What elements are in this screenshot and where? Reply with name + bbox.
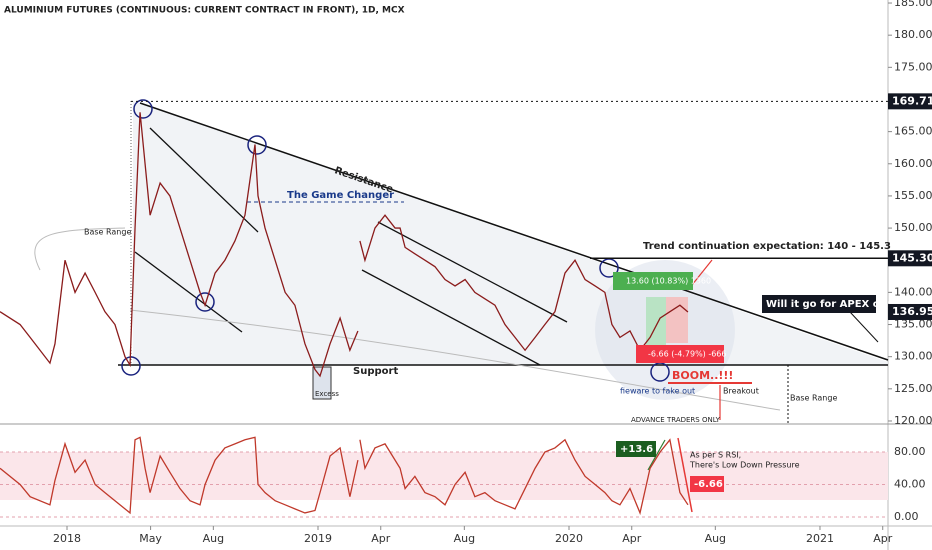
base-range-arrow — [34, 227, 126, 271]
pivot-circle — [133, 99, 153, 119]
annotation: ADVANCE TRADERS ONLY — [631, 416, 721, 424]
loss-label-box — [636, 345, 724, 363]
pivot-circle — [121, 356, 141, 376]
base-range-arrow — [129, 309, 781, 411]
channel-line — [361, 269, 541, 366]
level-label-box — [888, 93, 932, 110]
annotation: fieware to fake out — [620, 387, 695, 396]
excess-box — [312, 366, 332, 400]
level-label-box — [888, 250, 932, 267]
apex-pointer — [849, 311, 879, 343]
annotation: Support — [353, 366, 398, 377]
annotation: -6.66 — [694, 479, 723, 490]
y2-tick-label: 40.00 — [894, 477, 926, 490]
rsi-line — [0, 436, 359, 515]
resistance-line — [139, 102, 889, 361]
rsi-arrow — [677, 437, 693, 513]
x-tick-label: Aug — [203, 532, 224, 545]
pivot-circle — [247, 135, 267, 155]
y-tick-label: 135.00 — [894, 318, 932, 331]
gain-box — [646, 297, 666, 345]
annotation: Excess — [315, 390, 339, 398]
annotation: There's Low Down Pressure — [689, 461, 800, 470]
pivot-circle — [195, 292, 215, 312]
x-tick-label: 2018 — [53, 532, 81, 545]
channel-line — [149, 127, 259, 233]
y-tick-label: 140.00 — [894, 285, 932, 298]
y-tick-label: 160.00 — [894, 157, 932, 170]
level-label-box — [888, 303, 932, 320]
channel-line — [377, 221, 568, 323]
x-tick-label: 2019 — [304, 532, 332, 545]
x-tick-label: Apr — [873, 532, 893, 545]
annotation: Breakout — [723, 387, 759, 396]
y-tick-label: 130.00 — [894, 350, 932, 363]
rsi-loss-box — [690, 476, 724, 492]
annotation: -6.66 (-4.79%) -666 — [648, 350, 726, 359]
y-tick-label: 155.00 — [894, 189, 932, 202]
annotation: Base Range — [790, 394, 837, 403]
apex-box — [762, 295, 876, 313]
x-tick-label: 2020 — [555, 532, 583, 545]
annotation: +13.6 — [620, 444, 653, 455]
rsi-line — [359, 438, 689, 516]
y-tick-label: 150.00 — [894, 221, 932, 234]
annotation: Trend continuation expectation: 140 - 14… — [643, 241, 891, 252]
x-tick-label: Apr — [622, 532, 642, 545]
price-line — [359, 214, 689, 352]
annotation: The Game Changer — [287, 190, 394, 201]
level-label: 169.71 — [892, 94, 932, 107]
y-tick-label: 125.00 — [894, 382, 932, 395]
rsi-arrow — [647, 439, 666, 471]
y2-tick-label: 80.00 — [894, 445, 926, 458]
annotation: BOOM..!!! — [672, 369, 733, 382]
x-tick-label: Aug — [454, 532, 475, 545]
rsi-band — [0, 452, 888, 500]
annotation: As per S RSI, — [690, 451, 741, 460]
x-tick-label: Aug — [705, 532, 726, 545]
price-line — [0, 112, 359, 378]
y2-tick-label: 0.00 — [894, 510, 919, 523]
y-tick-label: 180.00 — [894, 28, 932, 41]
x-tick-label: May — [139, 532, 162, 545]
chart-title: ALUMINIUM FUTURES (CONTINUOUS: CURRENT C… — [4, 6, 405, 16]
gain-label-box — [613, 272, 693, 290]
y-tick-label: 175.00 — [894, 60, 932, 73]
y-tick-label: 165.00 — [894, 125, 932, 138]
rsi-gain-box — [616, 441, 656, 457]
level-label: 136.95 — [892, 305, 932, 318]
x-tick-label: 2021 — [806, 532, 834, 545]
channel-line — [134, 251, 243, 333]
loss-box — [666, 297, 688, 343]
x-tick-label: Apr — [371, 532, 391, 545]
y-tick-label: 185.00 — [894, 0, 932, 9]
level-label: 145.30 — [892, 251, 932, 264]
y-tick-label: 120.00 — [894, 414, 932, 427]
annotation: Will it go for APEX or fly? — [766, 299, 908, 310]
annotation: 13.60 (10.83%) 1360 — [626, 277, 711, 286]
annotation: Base Range — [84, 228, 131, 237]
